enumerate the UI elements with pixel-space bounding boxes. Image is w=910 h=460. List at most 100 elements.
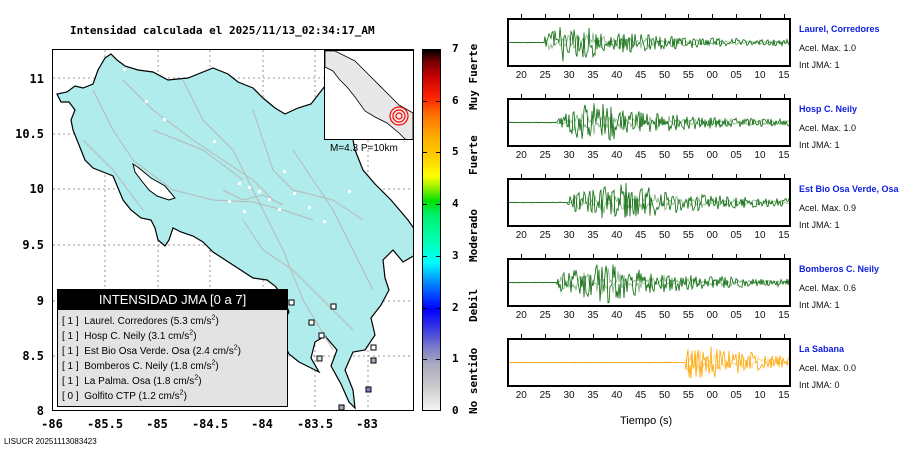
seismogram-trace xyxy=(507,18,791,67)
legend-accel: (3.1 cm/s xyxy=(148,331,190,342)
time-tick-mark xyxy=(592,14,594,18)
time-tick-mark xyxy=(521,174,523,178)
time-tick-label: 30 xyxy=(563,390,575,401)
time-tick-mark xyxy=(736,14,738,18)
colorbar-tick-mark xyxy=(423,255,427,257)
station-jma-intensity: Int JMA: 1 xyxy=(799,140,840,150)
time-tick-label: 10 xyxy=(754,230,766,241)
epicenter-ring-inner xyxy=(395,112,403,120)
legend-row: [ 1 ] Est Bio Osa Verde. Osa (2.4 cm/s2) xyxy=(58,344,287,359)
time-tick-mark xyxy=(545,254,547,258)
time-tick-mark xyxy=(688,254,690,258)
time-tick-mark xyxy=(521,94,523,98)
legend-row: [ 1 ] Hosp C. Neily (3.1 cm/s2) xyxy=(58,329,287,344)
epicenter-ring-middle xyxy=(392,109,406,123)
y-tick: 8 xyxy=(36,404,44,418)
time-tick-mark xyxy=(783,334,785,338)
y-tick: 10.5 xyxy=(15,127,44,141)
legend-sup: 2 xyxy=(233,344,238,352)
inset-map xyxy=(324,50,414,142)
colorbar-label-no-sentido: No sentido xyxy=(467,347,480,414)
waveform-secondary xyxy=(509,268,789,295)
legend-accel: (2.4 cm/s xyxy=(192,346,234,357)
station-markers xyxy=(123,68,351,223)
time-tick-mark xyxy=(712,334,714,338)
time-tick-mark xyxy=(521,14,523,18)
time-tick-label: 40 xyxy=(611,310,623,321)
time-tick-label: 00 xyxy=(706,310,718,321)
time-tick-label: 10 xyxy=(754,390,766,401)
legend-intensity: [ 1 ] xyxy=(62,331,79,342)
legend-accel: (1.8 cm/s xyxy=(170,361,212,372)
time-tick-mark xyxy=(569,94,571,98)
time-axis-label: Tiempo (s) xyxy=(620,415,673,427)
legend-intensity: [ 1 ] xyxy=(62,346,79,357)
time-tick-label: 35 xyxy=(587,310,599,321)
waveform xyxy=(509,103,789,142)
time-tick-mark xyxy=(783,94,785,98)
colorbar-tick-label: 3 xyxy=(452,248,459,262)
legend-sup: 2 xyxy=(194,374,199,382)
time-tick-label: 55 xyxy=(682,310,694,321)
y-tick: 9.5 xyxy=(22,238,44,252)
waveform-secondary xyxy=(509,350,789,372)
colorbar-tick-mark xyxy=(436,204,440,206)
legend-station: Hosp C. Neily xyxy=(84,331,146,342)
time-tick-label: 35 xyxy=(587,150,599,161)
time-tick-mark xyxy=(592,94,594,98)
waveform xyxy=(509,346,789,379)
legend-sup: 2 xyxy=(179,389,184,397)
time-tick-label: 50 xyxy=(658,310,671,321)
time-tick-label: 20 xyxy=(515,390,527,401)
colorbar-label-debil: Debil xyxy=(467,288,480,322)
time-tick-mark xyxy=(569,14,571,18)
legend-intensity: [ 0 ] xyxy=(62,391,79,402)
legend-sup: 2 xyxy=(211,359,216,367)
time-tick-label: 25 xyxy=(539,310,551,321)
legend-title: INTENSIDAD JMA [0 a 7] xyxy=(58,290,287,310)
legend-accel: (1.2 cm/s xyxy=(138,391,180,402)
colorbar-tick-label: 7 xyxy=(452,42,459,55)
time-tick-label: 55 xyxy=(682,390,694,401)
seismogram-trace xyxy=(507,178,791,227)
time-tick-label: 15 xyxy=(778,70,790,81)
time-tick-mark xyxy=(783,174,785,178)
land-costa-rica xyxy=(56,53,413,410)
time-tick-mark xyxy=(640,14,642,18)
time-tick-mark xyxy=(592,174,594,178)
station-jma-intensity: Int JMA: 1 xyxy=(799,300,840,310)
colorbar-tick-mark xyxy=(436,255,440,257)
waveform-primary xyxy=(509,182,789,219)
time-tick-label: 00 xyxy=(706,150,718,161)
time-tick-label: 05 xyxy=(730,230,742,241)
station-jma-intensity: Int JMA: 1 xyxy=(799,220,840,230)
colorbar-tick-label: 5 xyxy=(452,145,459,159)
time-tick-label: 40 xyxy=(611,70,623,81)
legend-close: ) xyxy=(198,376,202,387)
time-tick-label: 15 xyxy=(778,150,790,161)
x-tick: -85.5 xyxy=(86,417,124,431)
waveform-primary xyxy=(509,264,789,304)
legend-station: Est Bio Osa Verde. Osa xyxy=(84,346,190,357)
time-tick-mark xyxy=(759,254,761,258)
time-tick-label: 40 xyxy=(611,150,623,161)
colorbar-tick-label: 6 xyxy=(452,93,459,107)
time-tick-label: 15 xyxy=(778,390,790,401)
intensity-colorbar xyxy=(422,49,441,411)
time-tick-label: 05 xyxy=(730,150,742,161)
colorbar-tick-label: 0 xyxy=(452,404,459,417)
time-tick-mark xyxy=(545,14,547,18)
legend-intensity: [ 1 ] xyxy=(62,361,79,372)
magnitude-depth-label: M=4.3 P=10km xyxy=(330,143,398,154)
colorbar-tick-mark xyxy=(423,359,427,361)
colorbar-tick-label: 1 xyxy=(452,352,459,366)
gulf-of-nicoya xyxy=(132,162,176,201)
x-tick: -86 xyxy=(41,417,63,431)
time-tick-mark xyxy=(640,174,642,178)
time-tick-mark xyxy=(688,174,690,178)
time-tick-mark xyxy=(664,94,666,98)
legend-close: ) xyxy=(215,316,219,327)
time-tick-mark xyxy=(616,334,618,338)
time-tick-label: 40 xyxy=(611,230,623,241)
time-tick-mark xyxy=(664,334,666,338)
